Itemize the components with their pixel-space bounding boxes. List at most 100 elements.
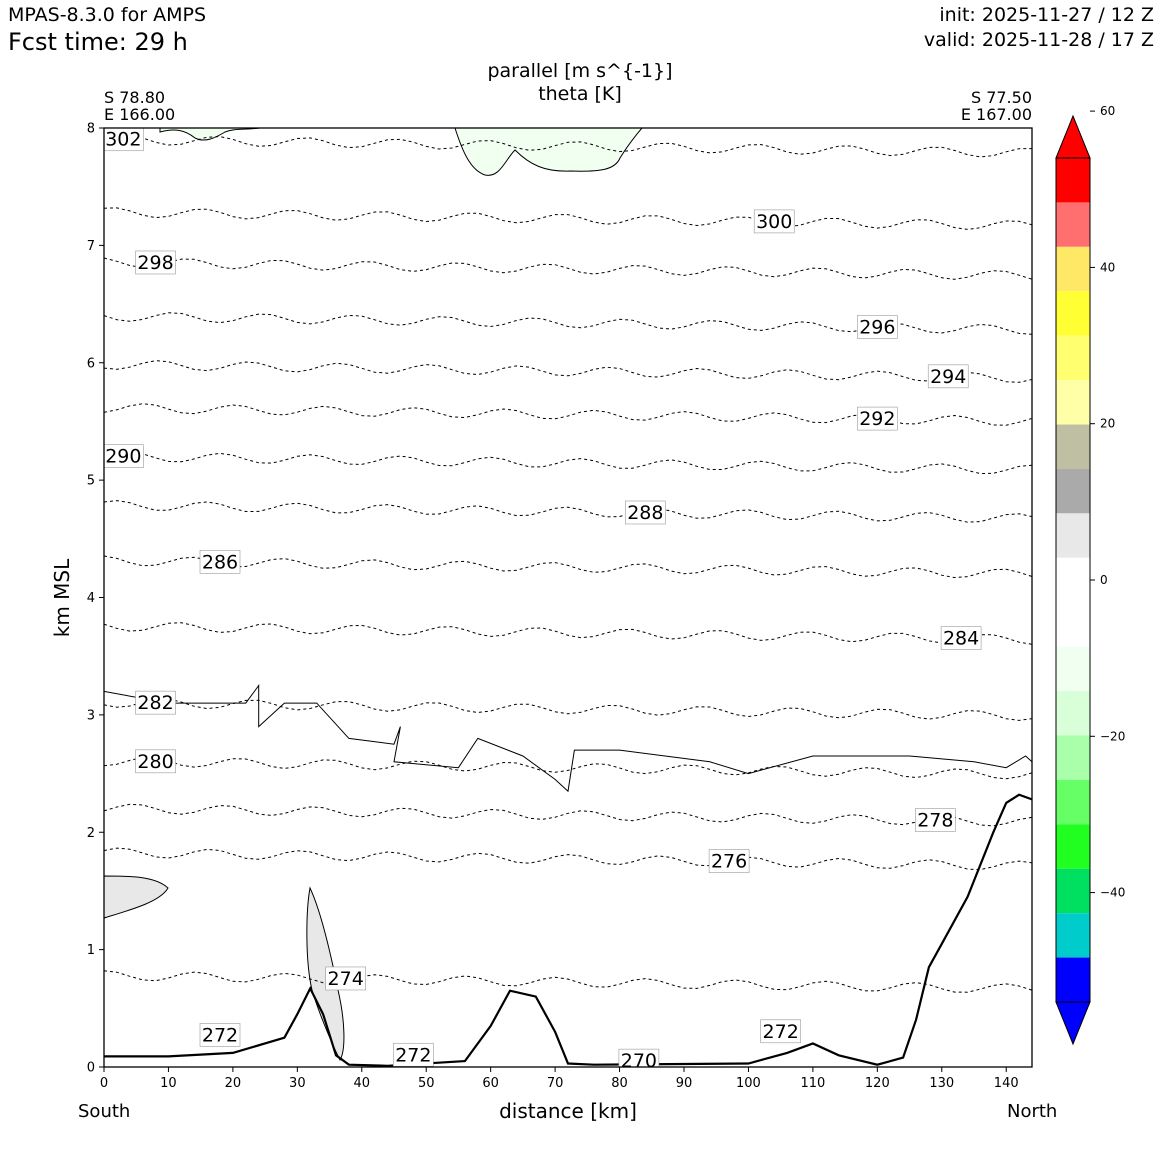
svg-text:276: 276 [711,851,747,873]
wind-shade-left [104,875,169,919]
svg-text:286: 286 [202,551,238,573]
colorbar-segment [1056,557,1090,603]
y-tick-label: 6 [87,356,95,371]
north-end-label: North [1007,1101,1058,1122]
y-tick-label: 1 [87,943,95,958]
colorbar-segment [1056,202,1090,247]
wind-contour-zero [104,683,1032,793]
x-tick-label: 80 [611,1076,628,1091]
y-tick-label: 8 [87,122,95,137]
colorbar-extend-low [1055,1001,1091,1046]
svg-text:300: 300 [756,211,792,233]
theta-isoline [104,207,1032,230]
theta-contour-label: 286 [199,549,241,574]
x-tick-label: 30 [289,1076,306,1091]
south-end-label: South [78,1101,131,1122]
valid-time: valid: 2025-11-28 / 17 Z [923,29,1154,51]
theta-contour-label: 294 [927,364,969,389]
colorbar-segment [1056,424,1090,469]
colorbar-tick-label: 40 [1100,260,1115,274]
theta-contour-label: 292 [857,406,898,431]
theta-contour-label: 272 [760,1019,801,1044]
theta-contour-label: 288 [625,500,666,525]
theta-contour-label: 272 [199,1023,241,1047]
svg-text:282: 282 [137,692,173,714]
colorbar-segment [1056,513,1090,558]
wind-shade-top-left [159,128,261,141]
x-tick-label: 90 [676,1076,693,1091]
y-tick-label: 3 [87,708,95,723]
model-title: MPAS-8.3.0 for AMPS [8,4,207,26]
colorbar-segment [1056,957,1090,1002]
colorbar-segment [1056,824,1090,869]
svg-text:288: 288 [627,502,663,524]
colorbar-tick-label: 60 [1100,104,1115,118]
x-tick-label: 50 [418,1076,435,1091]
theta-contour-label: 270 [618,1048,660,1072]
y-tick-label: 0 [87,1061,95,1076]
theta-isoline [104,555,1032,579]
init-time: init: 2025-11-27 / 12 Z [939,4,1154,26]
y-axis-label: km MSL [50,558,74,638]
theta-isoline [104,803,1032,827]
terrain-profile [104,793,1032,1067]
x-tick-label: 10 [160,1076,177,1091]
theta-contour-label: 298 [135,250,176,275]
left-longitude: E 166.00 [104,105,176,124]
colorbar-segment [1056,646,1090,692]
colorbar-tick-label: −20 [1100,729,1125,743]
svg-text:272: 272 [395,1044,431,1066]
colorbar-segment [1056,468,1090,514]
svg-text:284: 284 [943,628,979,650]
theta-contour-label: 300 [753,209,795,234]
theta-contour-label: 302 [104,128,144,152]
theta-isoline [104,756,1032,780]
y-tick-label: 4 [87,591,95,606]
x-tick-label: 120 [865,1076,890,1091]
theta-isoline [104,257,1032,280]
forecast-time: Fcst time: 29 h [8,28,188,56]
y-tick-label: 5 [87,474,95,489]
colorbar-segment [1056,868,1090,914]
colorbar-segment [1056,380,1090,425]
x-tick-label: 100 [736,1076,761,1091]
svg-text:272: 272 [763,1021,799,1043]
colorbar-segment [1056,602,1090,647]
theta-contour-label: 290 [104,444,144,468]
colorbar-segment [1056,913,1090,958]
chart-title-line-1: parallel [m s^{-1}] [487,60,673,82]
x-tick-label: 20 [225,1076,242,1091]
theta-contour-label: 296 [857,315,898,339]
svg-text:296: 296 [859,317,895,339]
theta-contour-label: 278 [915,808,956,832]
svg-text:290: 290 [105,446,141,468]
svg-text:274: 274 [328,968,364,990]
y-tick-label: 7 [87,239,95,254]
svg-text:278: 278 [917,810,953,832]
x-tick-label: 40 [354,1076,371,1091]
x-tick-label: 140 [994,1076,1019,1091]
theta-isoline [104,698,1032,721]
svg-text:270: 270 [621,1050,657,1072]
svg-text:302: 302 [105,129,141,151]
colorbar-tick-label: 20 [1100,417,1115,431]
theta-contour-label: 276 [708,849,750,873]
svg-text:294: 294 [930,366,966,388]
x-tick-label: 110 [800,1076,825,1091]
y-tick-label: 2 [87,826,95,841]
svg-text:280: 280 [137,751,173,773]
theta-contour-label: 280 [135,749,176,774]
colorbar-tick-label: 0 [1100,573,1108,587]
theta-isoline [104,970,1032,993]
colorbar-segment [1056,335,1090,381]
theta-contour-label: 272 [393,1042,434,1067]
colorbar-segment [1056,691,1090,736]
theta-contour-label: 274 [325,966,366,991]
x-tick-label: 70 [547,1076,564,1091]
plot-frame [103,127,1033,1068]
theta-contour-label: 282 [135,690,176,715]
x-tick-label: 60 [482,1076,499,1091]
theta-isoline [104,134,1032,158]
theta-isoline [104,622,1032,645]
